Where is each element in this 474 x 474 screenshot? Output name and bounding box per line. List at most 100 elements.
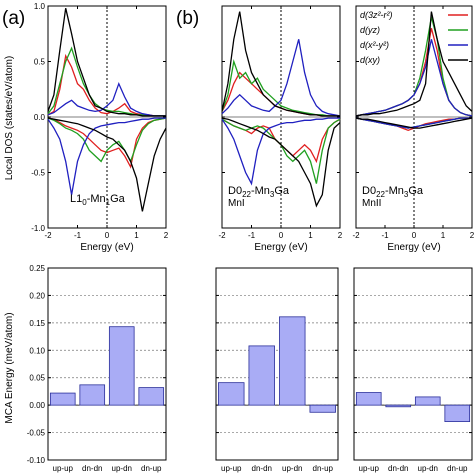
bar — [49, 392, 76, 406]
x-axis-label: Energy (eV) — [254, 242, 307, 253]
y-tick-label: 1.0 — [34, 2, 46, 11]
label-subscript: 22 — [242, 190, 251, 199]
bar — [138, 387, 165, 406]
mca-bar-chart-l10: -0.10 -0.05 0.00 0.05 0.10 0.15 0.20 0.25 up-up d… — [27, 264, 167, 473]
plot-frame — [215, 267, 339, 461]
x-tick-label: 0 — [412, 231, 417, 240]
mca-bar-chart-mnii: up-up dn-dn up-dn dn-up — [353, 267, 473, 473]
y-tick-label: 0.15 — [29, 319, 45, 328]
label-subscript: 3 — [404, 190, 409, 199]
x-tick-label: -2 — [352, 231, 360, 240]
series-line-down — [355, 117, 472, 129]
bar — [385, 404, 412, 408]
bar — [108, 326, 135, 406]
series-line-down — [221, 117, 340, 186]
x-tick-label: dn-dn — [82, 464, 102, 473]
y-tick-label: 0.5 — [34, 58, 46, 67]
x-axis-label: Energy (eV) — [80, 242, 133, 253]
legend-entry: d(yz) — [360, 25, 380, 35]
x-tick-label: -1 — [248, 231, 256, 240]
label-subscript: 3 — [270, 190, 275, 199]
y-tick-label: -0.5 — [31, 169, 45, 178]
x-tick-label: up-up — [359, 464, 380, 473]
x-tick-label: 1 — [308, 231, 313, 240]
x-tick-label: dn-dn — [388, 464, 408, 473]
bar — [414, 396, 441, 406]
label-part: L1 — [70, 193, 82, 205]
bar — [218, 382, 245, 406]
x-tick-label: 1 — [134, 231, 139, 240]
series-line-up — [47, 8, 166, 117]
bar — [444, 404, 471, 422]
x-tick-label: up-dn — [282, 464, 302, 473]
x-tick-label: -2 — [218, 231, 226, 240]
x-tick-label: dn-up — [447, 464, 468, 473]
series-line-down — [47, 117, 167, 212]
legend-entry: d(x²-y²) — [360, 40, 389, 50]
x-tick-label: -1 — [381, 231, 389, 240]
label-part: Ga — [408, 185, 424, 197]
label-part: -Mn — [251, 185, 270, 197]
x-tick-label: 1 — [441, 231, 446, 240]
series-line-up — [355, 11, 473, 117]
legend-entry: d(xy) — [360, 55, 380, 65]
x-tick-label: up-up — [53, 464, 74, 473]
bar — [355, 392, 382, 406]
bar — [279, 316, 306, 406]
x-tick-label: dn-dn — [252, 464, 272, 473]
panel-label-a: (a) — [2, 8, 25, 29]
y-tick-label: 0.25 — [29, 264, 45, 273]
y-tick-label: 0.0 — [34, 113, 46, 122]
series-line-down — [221, 117, 341, 208]
y-tick-label: 0.00 — [29, 401, 45, 410]
x-tick-label: 0 — [105, 231, 110, 240]
label-part: Ga — [274, 185, 290, 197]
x-tick-label: up-up — [221, 464, 242, 473]
label-part: -Mn — [87, 193, 106, 205]
mca-ylabel: MCA Energy (meV/atom) — [4, 312, 15, 423]
series-line-up — [221, 39, 341, 117]
bar — [309, 404, 336, 413]
plot-frame — [47, 267, 167, 461]
label-subscript: 1 — [106, 198, 111, 207]
label-part: Ga — [110, 193, 126, 205]
label-part: -Mn — [385, 185, 404, 197]
site-label: MnII — [362, 198, 381, 209]
x-tick-label: -2 — [44, 231, 52, 240]
x-tick-label: up-dn — [112, 464, 132, 473]
legend-entry: d(3z²-r²) — [360, 10, 393, 20]
x-tick-label: dn-up — [141, 464, 162, 473]
y-tick-label: 0.10 — [29, 346, 45, 355]
material-label: L10-Mn1Ga — [70, 193, 126, 207]
y-tick-label: -1.0 — [31, 224, 45, 233]
y-tick-label: 0.05 — [29, 374, 45, 383]
x-tick-label: 2 — [470, 231, 474, 240]
series-line-down — [355, 117, 473, 129]
panel-label-b: (b) — [176, 8, 199, 29]
material-label: D022-Mn3Ga — [362, 185, 424, 199]
x-tick-label: 2 — [338, 231, 343, 240]
label-subscript: 0 — [82, 198, 87, 207]
y-tick-label: -0.05 — [27, 429, 46, 438]
label-part: D0 — [362, 185, 376, 197]
series-line-down — [47, 117, 166, 195]
series-line-up — [47, 81, 166, 117]
mca-bar-chart-mni: up-up dn-dn up-dn dn-up — [215, 267, 339, 473]
material-label: D022-Mn3Ga — [228, 185, 290, 199]
series-line-up — [221, 11, 340, 117]
x-tick-label: dn-up — [313, 464, 334, 473]
x-tick-label: 0 — [279, 231, 284, 240]
series-line-up — [355, 39, 473, 117]
x-tick-label: -1 — [74, 231, 82, 240]
series-line-down — [47, 117, 167, 169]
y-tick-label: 0.20 — [29, 291, 45, 300]
label-subscript: 22 — [376, 190, 385, 199]
label-part: D0 — [228, 185, 242, 197]
series-line-down — [47, 117, 167, 164]
x-tick-label: up-dn — [418, 464, 438, 473]
site-label: MnI — [228, 198, 245, 209]
bar — [79, 384, 106, 406]
